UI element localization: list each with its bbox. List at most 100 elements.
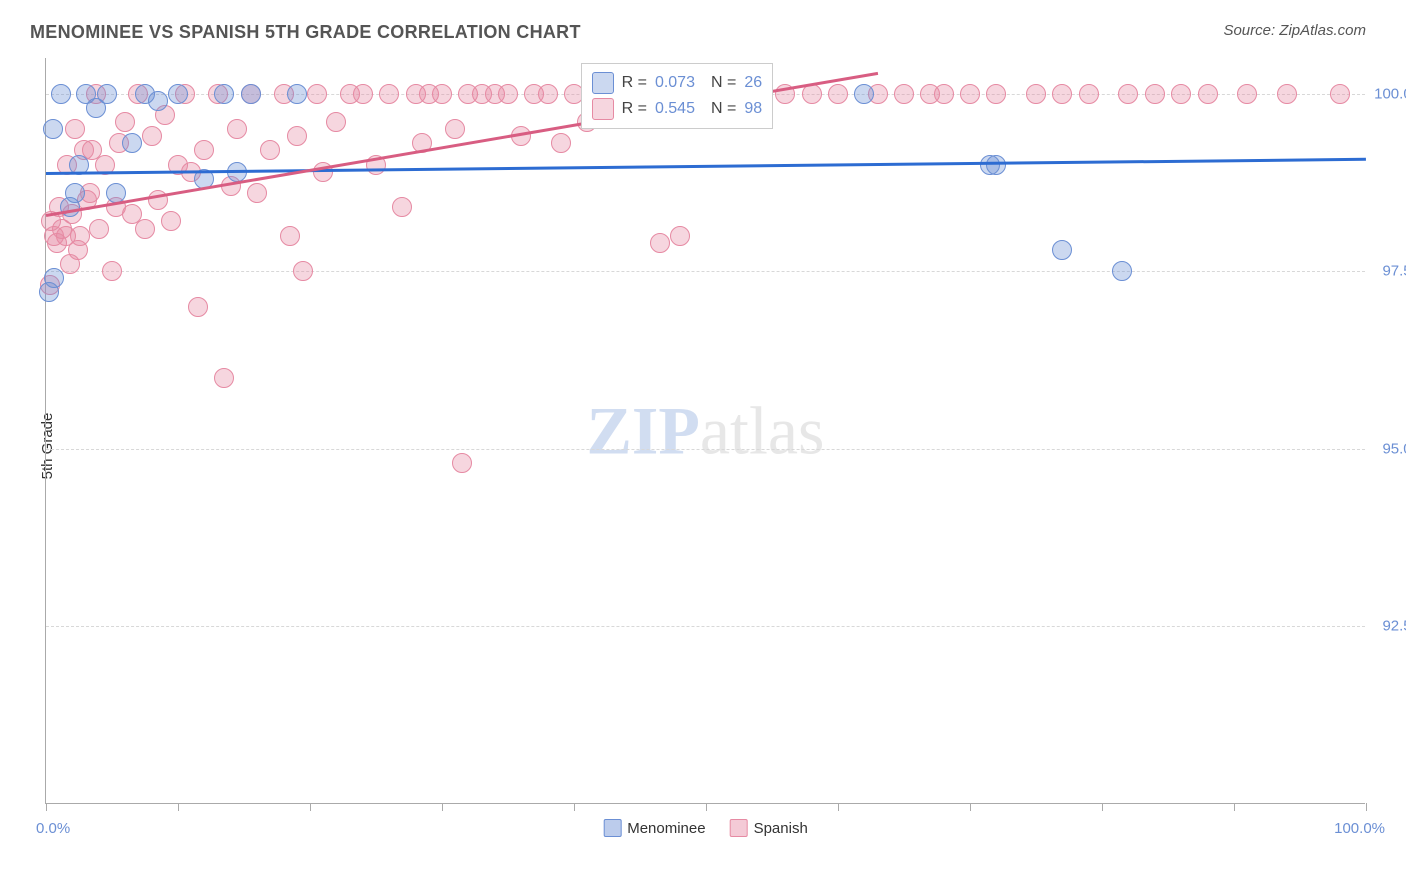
data-point [392, 197, 412, 217]
data-point [293, 261, 313, 281]
data-point [287, 84, 307, 104]
data-point [51, 84, 71, 104]
series-chip [592, 98, 614, 120]
stat-value-n: 26 [744, 74, 762, 92]
data-point [280, 226, 300, 246]
legend-chip [603, 819, 621, 837]
data-point [188, 297, 208, 317]
data-point [1330, 84, 1350, 104]
data-point [551, 133, 571, 153]
stat-value-r: 0.545 [655, 100, 695, 118]
data-point [161, 211, 181, 231]
chart-title: MENOMINEE VS SPANISH 5TH GRADE CORRELATI… [30, 22, 581, 43]
data-point [1079, 84, 1099, 104]
x-tick [442, 803, 443, 811]
x-tick [1366, 803, 1367, 811]
stat-value-n: 98 [744, 100, 762, 118]
data-point [1145, 84, 1165, 104]
x-tick [838, 803, 839, 811]
stat-label-n: N = [711, 100, 736, 118]
gridline-h [46, 626, 1365, 627]
x-tick [178, 803, 179, 811]
data-point [260, 140, 280, 160]
data-point [287, 126, 307, 146]
data-point [122, 133, 142, 153]
gridline-h [46, 449, 1365, 450]
data-point [1277, 84, 1297, 104]
y-tick-label: 100.0% [1370, 85, 1406, 102]
data-point [498, 84, 518, 104]
data-point [1052, 84, 1072, 104]
data-point [986, 84, 1006, 104]
data-point [43, 119, 63, 139]
data-point [65, 119, 85, 139]
data-point [65, 183, 85, 203]
stat-label-r: R = [622, 74, 647, 92]
data-point [854, 84, 874, 104]
data-point [1026, 84, 1046, 104]
watermark-part2: atlas [700, 392, 825, 468]
legend-entry: Spanish [730, 819, 808, 837]
data-point [148, 91, 168, 111]
data-point [241, 84, 261, 104]
watermark-part1: ZIP [587, 392, 700, 468]
x-tick [1102, 803, 1103, 811]
scatter-plot-area: ZIPatlas 0.0% 100.0% MenomineeSpanish 92… [45, 58, 1365, 804]
x-tick [310, 803, 311, 811]
data-point [194, 140, 214, 160]
data-point [1052, 240, 1072, 260]
data-point [89, 219, 109, 239]
data-point [1118, 84, 1138, 104]
stat-label-n: N = [711, 74, 736, 92]
data-point [97, 84, 117, 104]
x-axis-min-label: 0.0% [36, 820, 70, 837]
stat-value-r: 0.073 [655, 74, 695, 92]
x-tick [970, 803, 971, 811]
data-point [102, 261, 122, 281]
data-point [307, 84, 327, 104]
data-point [650, 233, 670, 253]
data-point [44, 268, 64, 288]
data-point [538, 84, 558, 104]
stats-row: R = 0.545 N = 98 [592, 96, 763, 122]
data-point [142, 126, 162, 146]
stats-row: R = 0.073 N = 26 [592, 70, 763, 96]
data-point [135, 219, 155, 239]
x-axis-max-label: 100.0% [1334, 820, 1385, 837]
data-point [452, 453, 472, 473]
data-point [353, 84, 373, 104]
data-point [1171, 84, 1191, 104]
x-tick [706, 803, 707, 811]
y-tick-label: 97.5% [1370, 263, 1406, 280]
x-tick [574, 803, 575, 811]
stat-label-r: R = [622, 100, 647, 118]
data-point [214, 84, 234, 104]
data-point [828, 84, 848, 104]
data-point [227, 119, 247, 139]
legend-label: Menominee [627, 820, 705, 837]
data-point [432, 84, 452, 104]
data-point [214, 368, 234, 388]
gridline-h [46, 271, 1365, 272]
data-point [1237, 84, 1257, 104]
legend-label: Spanish [754, 820, 808, 837]
y-tick-label: 95.0% [1370, 440, 1406, 457]
y-tick-label: 92.5% [1370, 618, 1406, 635]
legend-chip [730, 819, 748, 837]
series-chip [592, 72, 614, 94]
correlation-stats-box: R = 0.073 N = 26 R = 0.545 N = 98 [581, 63, 774, 129]
data-point [445, 119, 465, 139]
x-tick [46, 803, 47, 811]
data-point [326, 112, 346, 132]
data-point [670, 226, 690, 246]
data-point [894, 84, 914, 104]
data-point [168, 84, 188, 104]
data-point [70, 226, 90, 246]
data-point [934, 84, 954, 104]
data-point [1198, 84, 1218, 104]
data-point [379, 84, 399, 104]
x-tick [1234, 803, 1235, 811]
chart-source: Source: ZipAtlas.com [1223, 22, 1366, 39]
data-point [115, 112, 135, 132]
data-point [1112, 261, 1132, 281]
